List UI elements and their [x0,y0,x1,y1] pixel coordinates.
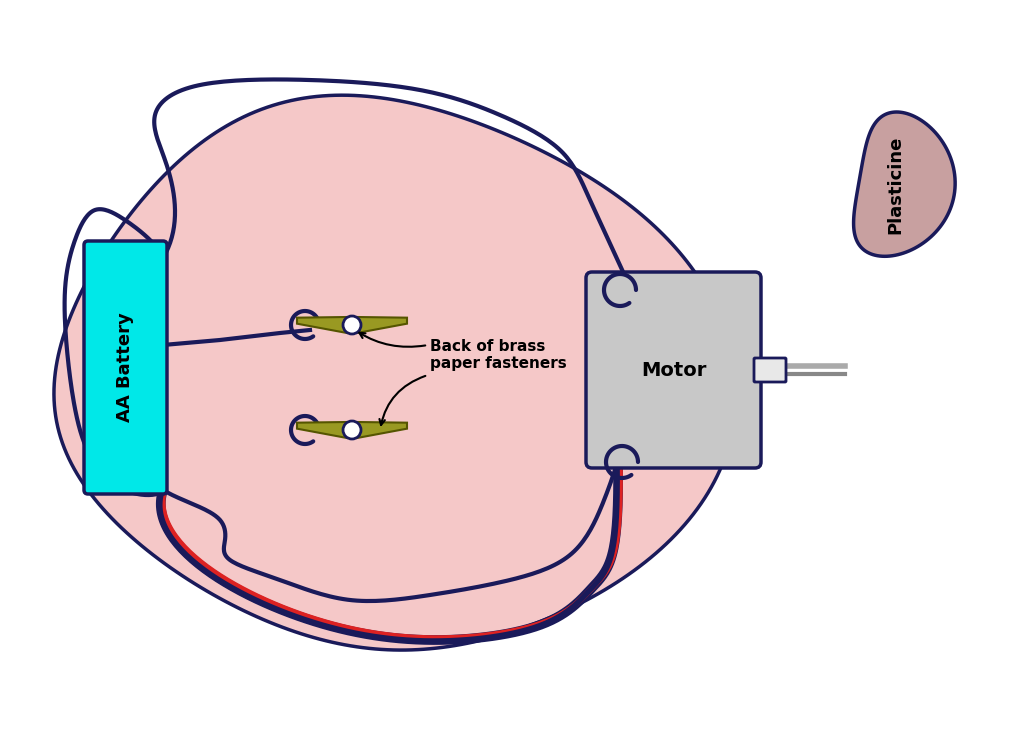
Text: Motor: Motor [641,360,707,380]
Circle shape [343,316,361,334]
Text: Plasticine: Plasticine [886,136,904,234]
Polygon shape [357,422,407,438]
FancyBboxPatch shape [586,272,761,468]
FancyBboxPatch shape [84,241,167,494]
Polygon shape [297,422,347,438]
Polygon shape [54,95,736,650]
FancyBboxPatch shape [754,358,786,382]
Text: Back of brass
paper fasteners: Back of brass paper fasteners [430,339,566,371]
Text: AA Battery: AA Battery [117,312,134,422]
Circle shape [343,421,361,439]
Polygon shape [357,317,407,333]
Polygon shape [297,317,347,333]
Polygon shape [854,112,955,256]
